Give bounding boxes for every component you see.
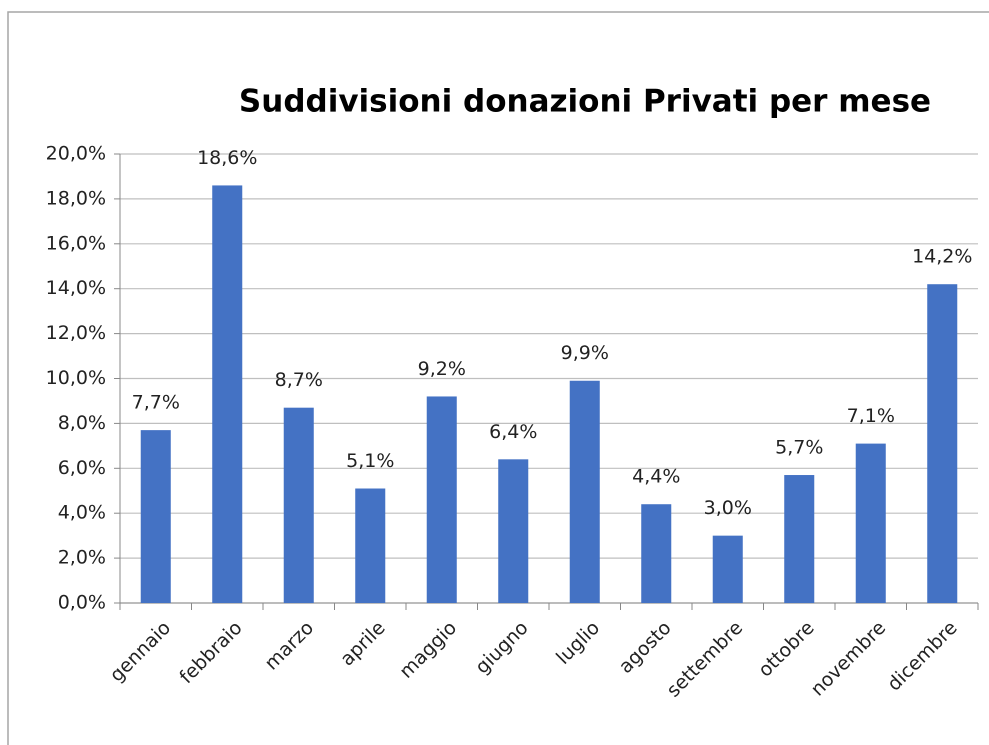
y-tick-label: 14,0%	[46, 277, 106, 299]
bar	[712, 535, 743, 603]
bar	[784, 475, 815, 603]
chart-title: Suddivisioni donazioni Privati per mese	[239, 84, 931, 120]
bar	[641, 504, 672, 603]
bar	[355, 488, 386, 603]
data-label: 18,6%	[197, 147, 257, 169]
bar	[569, 380, 600, 603]
data-label: 5,1%	[346, 450, 394, 472]
data-label: 7,1%	[847, 405, 895, 427]
bar	[140, 430, 171, 603]
data-label: 9,2%	[418, 358, 466, 380]
y-tick-label: 16,0%	[46, 232, 106, 254]
data-label: 14,2%	[912, 246, 972, 268]
y-tick-label: 20,0%	[46, 143, 106, 165]
data-label: 4,4%	[632, 466, 680, 488]
y-tick-label: 8,0%	[58, 412, 106, 434]
y-tick-label: 4,0%	[58, 502, 106, 524]
data-label: 5,7%	[775, 437, 823, 459]
y-tick-label: 2,0%	[58, 547, 106, 569]
data-label: 8,7%	[275, 369, 323, 391]
y-tick-label: 18,0%	[46, 187, 106, 209]
y-tick-label: 10,0%	[46, 367, 106, 389]
bar	[498, 459, 529, 603]
data-label: 9,9%	[561, 342, 609, 364]
data-label: 3,0%	[704, 497, 752, 519]
y-tick-label: 6,0%	[58, 457, 106, 479]
bar	[283, 407, 314, 603]
y-tick-label: 12,0%	[46, 322, 106, 344]
data-label: 7,7%	[132, 392, 180, 414]
y-tick-label: 0,0%	[58, 592, 106, 614]
bar	[212, 185, 243, 603]
bar	[927, 284, 958, 603]
bar	[855, 443, 886, 603]
bar	[426, 396, 457, 603]
data-label: 6,4%	[489, 421, 537, 443]
